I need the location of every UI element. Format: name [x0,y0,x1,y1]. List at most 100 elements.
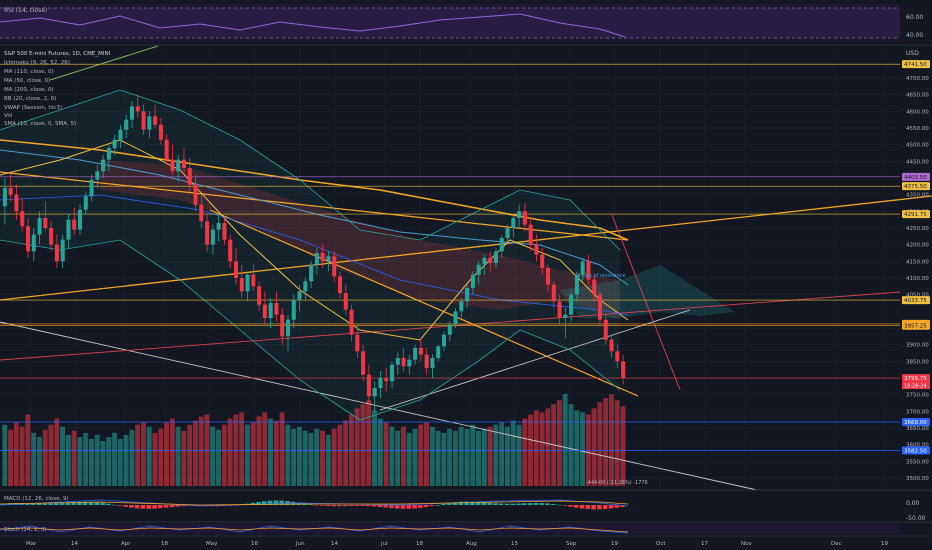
macd-hist-bar [319,505,325,506]
volume-bar [614,400,620,486]
volume-bar [539,412,545,486]
macd-hist-bar [470,501,475,505]
macd-hist-bar [527,503,533,505]
price-tick-label: 3900.00 [906,343,929,349]
candle-body [384,378,389,382]
legend-ma-110: MA (110, close, 0) [4,69,54,75]
candle-body [528,224,533,245]
legend-bb: BB (20, close, 2, 0) [4,96,56,102]
price-tag[interactable] [902,446,930,455]
volume-bar [250,422,256,486]
macd-hist-bar [579,505,585,509]
volume-bar [13,422,19,486]
time-tick-label: Jul [380,541,388,547]
price-axis[interactable]: USD 4700.00 4650.00 4600.00 4550.00 4500.00 4… [902,50,930,482]
price-tag[interactable] [902,172,930,181]
macd-hist-bar [377,505,383,507]
macd-hist-bar [585,505,591,510]
candle-body [517,211,522,218]
volume-bar [545,408,551,486]
volume-bar [88,438,94,486]
macd-hist-bar [65,502,71,505]
candle-body [262,304,267,318]
macd-hist-bar [510,503,516,505]
macd-hist-bar [620,505,625,507]
volume-bar [418,424,424,486]
macd-hist-bar [117,505,123,506]
volume-bar [227,418,233,486]
macd-hist-bar [394,505,400,509]
candle-body [447,324,452,335]
volume-bar [320,430,325,486]
candle-body [511,218,516,228]
time-tick-label: 19 [611,541,618,547]
volume-bar [71,430,77,486]
candle-body [31,234,36,252]
candle-body [245,274,250,292]
time-axis[interactable]: Mar 14 Apr 18 May 16 Jun 14 Jul 18 Aug 15 Sep 19 Oct 17… [26,541,888,547]
candle-body [268,303,273,318]
volume-bar [106,436,112,486]
candle-body [482,258,487,265]
volume-bar [556,400,562,486]
candle-body [216,223,221,230]
candle-body [77,209,83,230]
volume-bar [522,418,528,486]
trendline-support-white [0,321,758,491]
time-tick-label: Dec [831,541,842,547]
candle-body [372,388,377,397]
price-tag[interactable] [902,374,930,383]
macd-hist-bar [77,501,82,505]
macd-hist-bar [360,505,365,506]
volume-bar [504,426,510,486]
volume-bar [244,424,250,486]
volume-bar [516,424,522,486]
price-tick-label: 3550.00 [906,459,929,465]
stoch-band [0,524,900,534]
price-tick-label: 4450.00 [906,159,929,165]
price-tag[interactable] [902,182,930,191]
price-tag[interactable] [902,60,930,69]
macd-tick-minus50: -50.00 [906,515,926,522]
volume-bar [429,426,435,486]
projection-arrow [611,214,681,391]
macd-hist-bar [100,502,105,505]
volume-bar [435,430,441,486]
candle-body [2,188,7,207]
volume-bar [337,424,343,486]
price-tick-label: 4050.00 [906,293,929,299]
price-tag[interactable] [902,418,930,426]
volume-bar [562,394,568,486]
candle-body [187,168,192,185]
trendline-descending-channel [209,209,639,397]
macd-hist-bar [406,505,412,509]
candle-body [124,119,129,130]
candle-body [389,364,395,382]
legend-ma-50: MA (50, close, 0) [4,78,50,84]
price-tick-label: 4350.00 [906,193,929,199]
candle-body [488,258,493,263]
candles [2,94,626,412]
candle-body [228,239,233,262]
macd-hist-bar [146,505,152,509]
candle-body [66,219,71,240]
price-tag[interactable] [902,210,930,219]
time-tick-label: 15 [511,541,518,547]
cloud-green-area [560,265,735,318]
macd-hist-bar [71,502,76,505]
bb-upper-line [0,89,621,251]
price-tag[interactable] [902,296,930,305]
price-tick-label: 3750.00 [906,393,929,399]
macd-hist-bar [140,505,146,509]
candle-body [285,319,291,337]
candle-body [580,261,585,275]
volume-bar [412,428,418,486]
measure-annotation: -444.00 (-11.26%) -1776 [586,480,648,486]
volume-bar [441,432,447,486]
candle-body [25,226,31,252]
price-tag[interactable] [902,321,930,330]
time-tick-label: 18 [161,541,168,547]
candle-body [89,179,94,197]
macd-hist-bar [111,504,117,506]
